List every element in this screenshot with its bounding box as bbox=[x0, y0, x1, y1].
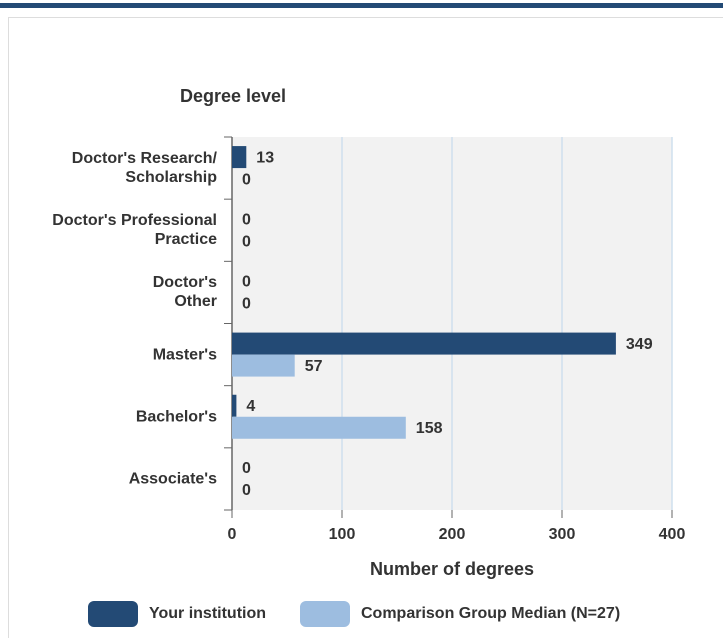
value-label: 0 bbox=[242, 482, 251, 499]
top-bar bbox=[0, 3, 723, 8]
bar bbox=[232, 354, 295, 377]
y-tick-label: Associate's bbox=[128, 470, 217, 488]
legend-swatch bbox=[300, 601, 350, 627]
legend-label: Comparison Group Median (N=27) bbox=[361, 605, 620, 622]
y-tick-label: Bachelor's bbox=[135, 408, 217, 426]
bar bbox=[232, 416, 406, 439]
x-tick-label: 100 bbox=[329, 526, 356, 543]
bar bbox=[232, 394, 237, 417]
y-tick-label: Master's bbox=[152, 346, 217, 364]
value-label: 0 bbox=[242, 296, 251, 313]
y-axis-title: Degree level bbox=[180, 86, 286, 106]
x-tick-label: 300 bbox=[549, 526, 576, 543]
value-label: 0 bbox=[242, 233, 251, 250]
value-label: 0 bbox=[242, 274, 251, 291]
y-tick-label: Doctor's Research/ Scholarship bbox=[71, 150, 217, 187]
legend-swatch bbox=[88, 601, 138, 627]
legend-label: Your institution bbox=[149, 605, 266, 622]
value-label: 13 bbox=[256, 149, 274, 166]
value-label: 158 bbox=[416, 420, 443, 437]
x-tick-label: 200 bbox=[439, 526, 466, 543]
value-label: 0 bbox=[242, 460, 251, 477]
value-label: 0 bbox=[242, 211, 251, 228]
x-tick-label: 0 bbox=[228, 526, 237, 543]
value-label: 57 bbox=[305, 358, 323, 375]
bar bbox=[232, 332, 616, 355]
value-label: 349 bbox=[626, 336, 653, 353]
bar bbox=[232, 146, 247, 169]
x-tick-label: 400 bbox=[659, 526, 686, 543]
y-tick-label: Doctor's Professional Practice bbox=[52, 212, 217, 249]
y-tick-label: Doctor's Other bbox=[152, 274, 217, 311]
value-label: 0 bbox=[242, 171, 251, 188]
panel bbox=[8, 17, 723, 638]
x-axis-title: Number of degrees bbox=[370, 559, 534, 579]
value-label: 4 bbox=[246, 398, 255, 415]
